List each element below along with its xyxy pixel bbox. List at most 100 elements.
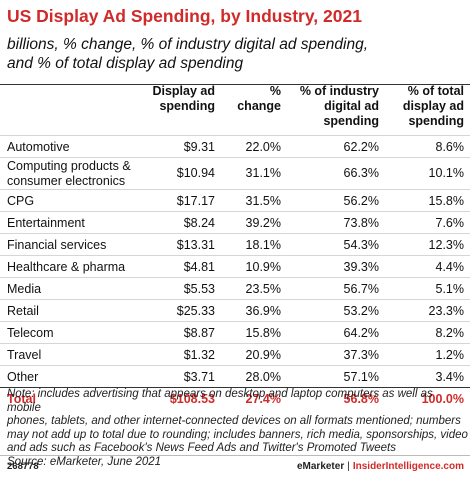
chart-id: 268778 xyxy=(7,461,39,472)
cell-change: 18.1% xyxy=(245,237,281,252)
header-pct-industry-line-1: % of industry xyxy=(299,84,379,98)
cell-pct-industry: 56.7% xyxy=(343,281,379,296)
note-line-2: phones, tablets, and other internet-conn… xyxy=(7,415,461,427)
row-label: Healthcare & pharma xyxy=(7,259,126,274)
header-pct-total-line-3: spending xyxy=(408,114,464,128)
cell-pct-total: 15.8% xyxy=(428,193,464,208)
table-row: Telecom $8.87 15.8% 64.2% 8.2% xyxy=(0,321,470,343)
cell-pct-total: 8.2% xyxy=(435,325,465,340)
note-line-4: and ads such as Facebook's News Feed Ads… xyxy=(7,442,396,454)
cell-pct-industry: 73.8% xyxy=(343,215,379,230)
cell-change: 20.9% xyxy=(245,347,281,362)
cell-pct-industry: 53.2% xyxy=(343,303,379,318)
cell-pct-total: 3.4% xyxy=(435,369,465,384)
cell-spending: $17.17 xyxy=(176,193,215,208)
header-industry xyxy=(0,84,148,135)
cell-spending: $25.33 xyxy=(176,303,215,318)
cell-spending: $108.53 xyxy=(169,391,215,406)
cell-pct-total: 23.3% xyxy=(428,303,464,318)
header-pct-industry-line-2: digital ad xyxy=(324,99,379,113)
cell-change: 39.2% xyxy=(245,215,281,230)
table-header: Display ad spending % change % of industry… xyxy=(0,84,470,135)
cell-spending: $3.71 xyxy=(183,369,215,384)
cell-change: 22.0% xyxy=(245,139,281,154)
cell-pct-industry: 64.2% xyxy=(343,325,379,340)
table-row: Media $5.53 23.5% 56.7% 5.1% xyxy=(0,277,470,299)
row-label: Automotive xyxy=(7,139,70,154)
subtitle-line-1: billions, % change, % of industry digita… xyxy=(7,36,369,53)
cell-pct-total: 5.1% xyxy=(435,281,465,296)
header-spending: Display ad spending xyxy=(148,84,215,135)
source-line: Source: eMarketer, June 2021 xyxy=(7,455,162,468)
footer-divider xyxy=(0,455,470,456)
row-label: Total xyxy=(7,391,36,406)
row-label: Travel xyxy=(7,347,42,362)
cell-pct-total: 10.1% xyxy=(428,166,464,180)
chart-title: US Display Ad Spending, by Industry, 202… xyxy=(7,6,362,26)
cell-spending: $5.53 xyxy=(183,281,215,296)
cell-pct-industry: 57.1% xyxy=(343,369,379,384)
row-label: Computing products & consumer electronics xyxy=(0,159,148,189)
cell-change: 28.0% xyxy=(245,369,281,384)
row-label: Financial services xyxy=(7,237,107,252)
table-row: Entertainment $8.24 39.2% 73.8% 7.6% xyxy=(0,211,470,233)
data-table: Display ad spending % change % of industry… xyxy=(0,84,470,409)
table-row: Computing products & consumer electronics… xyxy=(0,157,470,189)
cell-spending: $8.24 xyxy=(183,215,215,230)
cell-pct-industry: 39.3% xyxy=(343,259,379,274)
row-label-line-2: consumer electronics xyxy=(7,173,126,188)
row-label: Entertainment xyxy=(7,215,85,230)
subtitle-line-2: and % of total display ad spending xyxy=(7,55,244,72)
cell-change: 23.5% xyxy=(245,281,281,296)
cell-change: 31.5% xyxy=(245,193,281,208)
brand-site-link[interactable]: InsiderIntelligence.com xyxy=(352,461,464,472)
cell-pct-industry: 54.3% xyxy=(343,237,379,252)
header-pct-total: % of total display ad spending xyxy=(379,84,464,135)
row-label: Retail xyxy=(7,303,39,318)
table-row: Automotive $9.31 22.0% 62.2% 8.6% xyxy=(0,135,470,157)
cell-pct-total: 4.4% xyxy=(435,259,465,274)
cell-pct-industry: 37.3% xyxy=(343,347,379,362)
header-change-line-1: % xyxy=(269,84,281,98)
header-change: % change xyxy=(215,84,281,135)
cell-spending: $1.32 xyxy=(183,347,215,362)
cell-pct-total: 1.2% xyxy=(435,347,465,362)
note-line-1: Note: includes advertising that appears … xyxy=(7,388,433,414)
note-line-3: may not add up to total due to rounding;… xyxy=(7,428,468,441)
cell-pct-industry: 62.2% xyxy=(343,139,379,154)
table-row: Financial services $13.31 18.1% 54.3% 12.3% xyxy=(0,233,470,255)
row-label-line-1: Computing products & xyxy=(7,158,131,173)
header-pct-total-line-1: % of total xyxy=(407,84,464,98)
chart-subtitle: billions, % change, % of industry digita… xyxy=(7,35,368,73)
cell-change: 10.9% xyxy=(245,259,281,274)
cell-change: 31.1% xyxy=(245,166,281,180)
cell-change: 15.8% xyxy=(245,325,281,340)
brand-emarketer: eMarketer xyxy=(296,461,345,472)
cell-spending: $8.87 xyxy=(183,325,215,340)
cell-pct-total: 8.6% xyxy=(435,139,465,154)
table-row: Healthcare & pharma $4.81 10.9% 39.3% 4.4% xyxy=(0,255,470,277)
table-body: Automotive $9.31 22.0% 62.2% 8.6% Computing p… xyxy=(0,135,470,409)
row-label: Other xyxy=(7,369,39,384)
cell-spending: $4.81 xyxy=(183,259,215,274)
cell-spending: $9.31 xyxy=(183,139,215,154)
cell-change: 36.9% xyxy=(245,303,281,318)
header-pct-industry-line-3: spending xyxy=(323,114,379,128)
chart-notes: Note: includes advertising that appears … xyxy=(7,388,469,469)
total-row: Total $108.53 27.4% 56.8% 100.0% xyxy=(0,387,470,409)
cell-change: 27.4% xyxy=(245,391,281,406)
header-spending-line-1: Display ad xyxy=(152,84,215,98)
row-label: CPG xyxy=(7,193,35,208)
brand-separator: | xyxy=(347,461,350,472)
header-spending-line-2: spending xyxy=(159,99,215,113)
row-label: Telecom xyxy=(7,325,54,340)
cell-spending: $13.31 xyxy=(176,237,215,252)
cell-pct-industry: 56.2% xyxy=(343,193,379,208)
table-top-rule xyxy=(0,84,470,85)
row-label: Media xyxy=(7,281,42,296)
cell-spending: $10.94 xyxy=(176,166,215,180)
header-change-line-2: change xyxy=(237,99,281,113)
cell-pct-total: 12.3% xyxy=(428,237,464,252)
table-row: CPG $17.17 31.5% 56.2% 15.8% xyxy=(0,189,470,211)
table-row: Travel $1.32 20.9% 37.3% 1.2% xyxy=(0,343,470,365)
